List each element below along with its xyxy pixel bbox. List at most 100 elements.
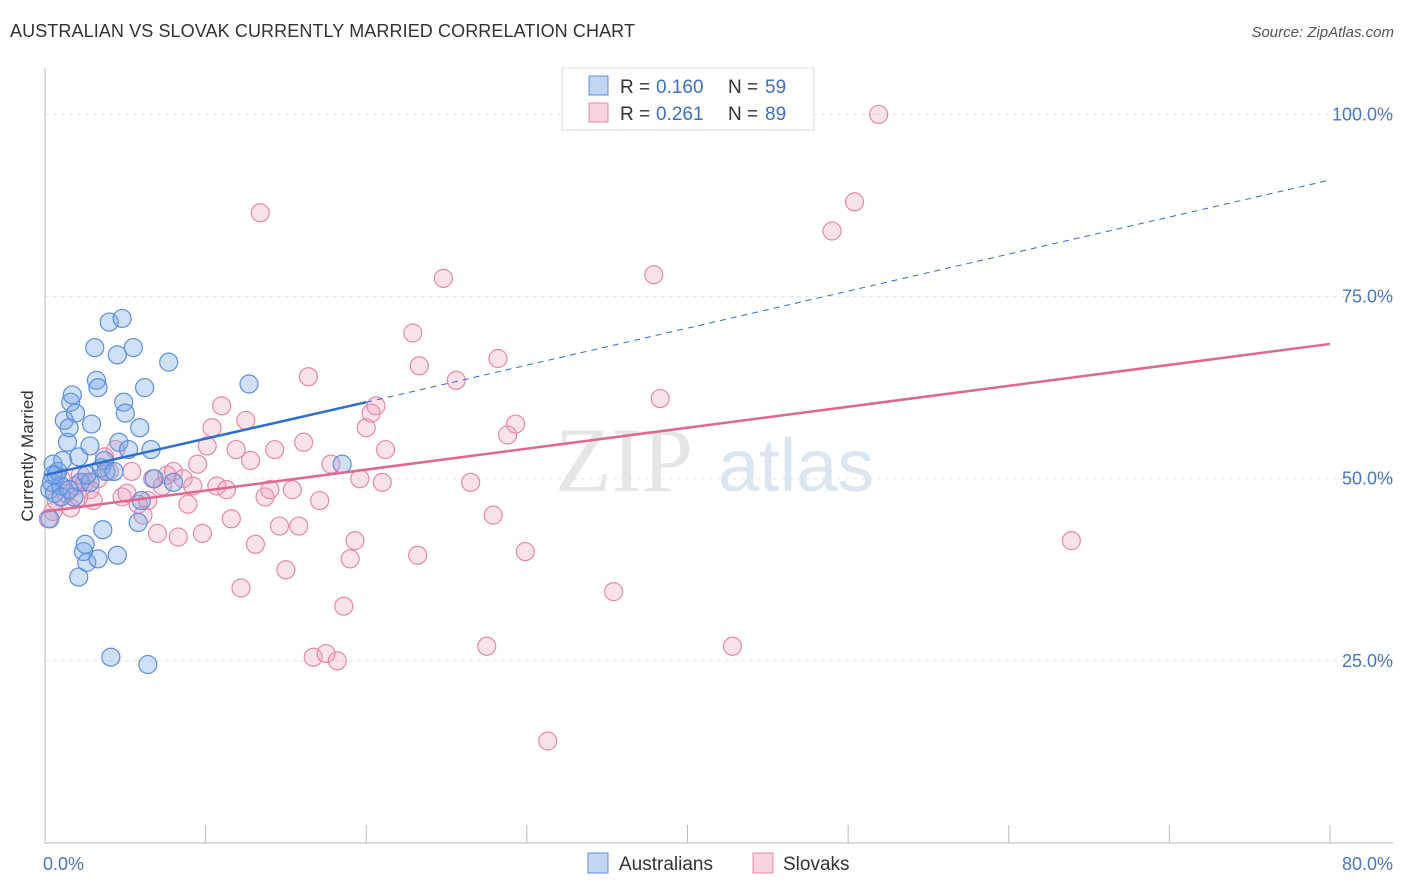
- australians-point-27: [86, 370, 107, 390]
- australians-point-46: [130, 418, 150, 438]
- slovaks-point-31: [192, 523, 213, 543]
- slovaks-point-82: [650, 388, 670, 409]
- slovaks-point-40: [236, 410, 256, 431]
- legend-r-slovaks: 0.261: [656, 104, 704, 125]
- slovaks-point-73: [477, 636, 497, 656]
- australians-point-45: [128, 512, 148, 533]
- x-tick-min: 0.0%: [43, 854, 84, 874]
- australians-point-36: [104, 461, 124, 482]
- slovaks-point-38: [226, 439, 246, 460]
- australians-point-34: [99, 312, 119, 332]
- australians-point-19: [69, 567, 89, 587]
- slovaks-point-51: [294, 432, 314, 452]
- slovaks-point-22: [147, 523, 168, 543]
- slovaks-point-24: [157, 465, 177, 485]
- slovaks-point-78: [515, 541, 535, 562]
- trend-australians-dashed: [366, 179, 1331, 403]
- slovaks-point-77: [506, 414, 526, 434]
- legend-frame: [561, 67, 815, 131]
- slovaks-point-66: [375, 439, 396, 460]
- slovaks-point-27: [173, 469, 193, 489]
- legend-r-label-australians: R =: [620, 77, 650, 98]
- australians-point-9: [53, 450, 73, 471]
- australians-point-49: [138, 654, 158, 675]
- slovaks-point-17: [122, 461, 142, 482]
- trend-slovaks: [44, 342, 1331, 513]
- bottom-legend-swatch-australians: [587, 852, 609, 874]
- x-tick-max: 80.0%: [1342, 854, 1393, 874]
- australians-point-0: [40, 509, 60, 529]
- series-australians-points: [40, 308, 352, 675]
- australians-point-25: [81, 414, 102, 434]
- legend-box: R = 0.160 N = 59 R = 0.261 N = 89: [561, 67, 815, 131]
- y-tick-label-1: 50.0%: [1342, 469, 1393, 489]
- slovaks-point-76: [498, 425, 518, 445]
- australians-point-55: [332, 454, 352, 474]
- y-tick-label-3: 100.0%: [1332, 104, 1393, 124]
- legend-swatch-slovaks: [588, 102, 609, 123]
- slovaks-point-39: [231, 578, 251, 598]
- australians-point-24: [80, 436, 100, 456]
- slovaks-point-57: [327, 651, 347, 671]
- y-tick-labels: 25.0% 50.0% 75.0% 100.0%: [1332, 104, 1393, 670]
- slovaks-point-32: [197, 436, 217, 456]
- australians-point-44: [123, 337, 143, 358]
- y-tick-label-0: 25.0%: [1342, 651, 1393, 671]
- slovaks-point-79: [538, 731, 558, 751]
- slovaks-point-64: [366, 396, 386, 416]
- legend-n-australians: 59: [765, 77, 786, 98]
- slovaks-point-80: [604, 582, 624, 602]
- slovaks-point-48: [276, 560, 296, 580]
- australians-point-26: [85, 337, 105, 358]
- slovaks-point-60: [345, 531, 365, 551]
- slovaks-point-65: [372, 472, 392, 492]
- trend-lines: [44, 179, 1331, 513]
- slovaks-point-68: [408, 545, 428, 565]
- legend-n-label-slovaks: N =: [728, 104, 758, 125]
- slovaks-point-20: [138, 490, 158, 511]
- slovaks-point-58: [334, 596, 354, 616]
- legend-r-australians: 0.160: [656, 77, 704, 98]
- australians-point-37: [107, 345, 127, 365]
- slovaks-point-41: [241, 450, 261, 471]
- slovaks-point-33: [202, 418, 222, 438]
- australians-point-38: [107, 545, 127, 565]
- slovaks-point-46: [265, 439, 285, 460]
- slovaks-point-62: [356, 418, 376, 438]
- slovaks-point-69: [409, 356, 429, 376]
- slovaks-point-59: [340, 549, 360, 569]
- watermark-atlas: atlas: [718, 424, 874, 507]
- australians-point-42: [115, 403, 135, 423]
- slovaks-point-87: [1061, 531, 1081, 551]
- x-ticks: [205, 825, 1331, 843]
- australians-point-57: [59, 480, 79, 500]
- bottom-legend-slovaks: Slovaks: [783, 854, 850, 875]
- gridlines: [45, 113, 1393, 662]
- axes: [44, 68, 1393, 844]
- australians-point-28: [88, 549, 108, 569]
- australians-point-56: [43, 465, 63, 485]
- australians-point-54: [239, 374, 259, 394]
- chart-title: AUSTRALIAN VS SLOVAK CURRENTLY MARRIED C…: [10, 21, 636, 41]
- australians-point-35: [101, 647, 121, 667]
- australians-point-13: [61, 392, 81, 412]
- australians-point-21: [75, 534, 95, 554]
- slovaks-point-9: [80, 480, 100, 500]
- australians-point-53: [163, 472, 184, 492]
- slovaks-point-45: [260, 480, 280, 500]
- australians-point-22: [77, 552, 97, 573]
- slovaks-point-74: [483, 505, 503, 525]
- slovaks-point-67: [403, 323, 423, 343]
- slovaks-point-43: [250, 203, 270, 223]
- australians-point-18: [70, 472, 90, 492]
- trend-australians-solid: [44, 400, 367, 477]
- australians-point-29: [88, 378, 108, 398]
- slovaks-point-86: [869, 104, 889, 125]
- slovaks-point-47: [269, 516, 290, 536]
- legend-swatch-australians: [588, 75, 609, 96]
- legend-r-label-slovaks: R =: [620, 104, 650, 125]
- slovaks-point-85: [844, 192, 865, 212]
- source-label: Source: ZipAtlas.com: [1251, 24, 1394, 41]
- australians-point-16: [65, 403, 86, 423]
- slovaks-point-35: [212, 396, 232, 416]
